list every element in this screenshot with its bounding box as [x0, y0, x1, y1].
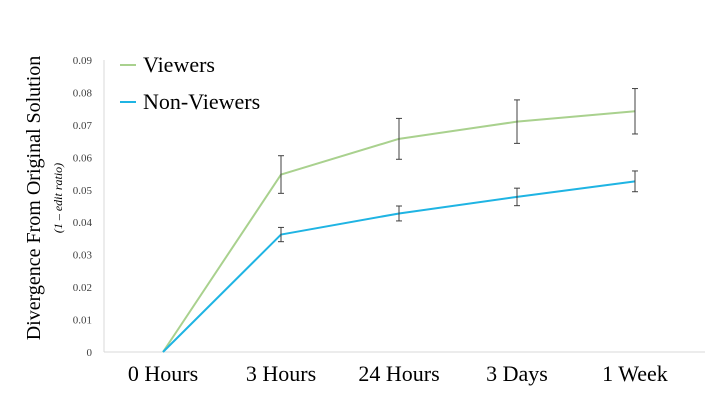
y-tick-label: 0.03	[73, 250, 93, 262]
y-tick-label: 0.09	[73, 55, 93, 67]
x-category-labels: 0 Hours 3 Hours 24 Hours 3 Days 1 Week	[128, 361, 668, 386]
x-category-label: 0 Hours	[128, 361, 198, 386]
y-tick-label: 0.05	[73, 185, 93, 197]
x-category-label: 3 Hours	[246, 361, 316, 386]
y-tick-label: 0.02	[73, 282, 92, 294]
legend-item: Non-Viewers	[120, 89, 260, 114]
y-tick-label: 0.06	[73, 152, 93, 164]
series-layer	[163, 89, 638, 352]
y-axis-label: Divergence From Original Solution	[23, 56, 45, 341]
legend: Viewers Non-Viewers	[120, 52, 260, 114]
y-tick-label: 0.04	[73, 217, 93, 229]
x-category-label: 3 Days	[486, 361, 548, 386]
y-tick-labels: 0 0.01 0.02 0.03 0.04 0.05 0.06 0.07 0.08 0.09	[73, 55, 93, 359]
legend-item: Viewers	[120, 52, 215, 77]
y-tick-label: 0	[87, 347, 93, 359]
x-category-label: 1 Week	[602, 361, 668, 386]
x-category-label: 24 Hours	[358, 361, 439, 386]
y-tick-label: 0.08	[73, 87, 93, 99]
y-axis-sublabel: (1 – edit ratio)	[51, 163, 65, 233]
legend-label: Viewers	[143, 52, 215, 77]
y-tick-label: 0.07	[73, 120, 93, 132]
legend-label: Non-Viewers	[143, 89, 260, 114]
y-tick-label: 0.01	[73, 315, 92, 327]
